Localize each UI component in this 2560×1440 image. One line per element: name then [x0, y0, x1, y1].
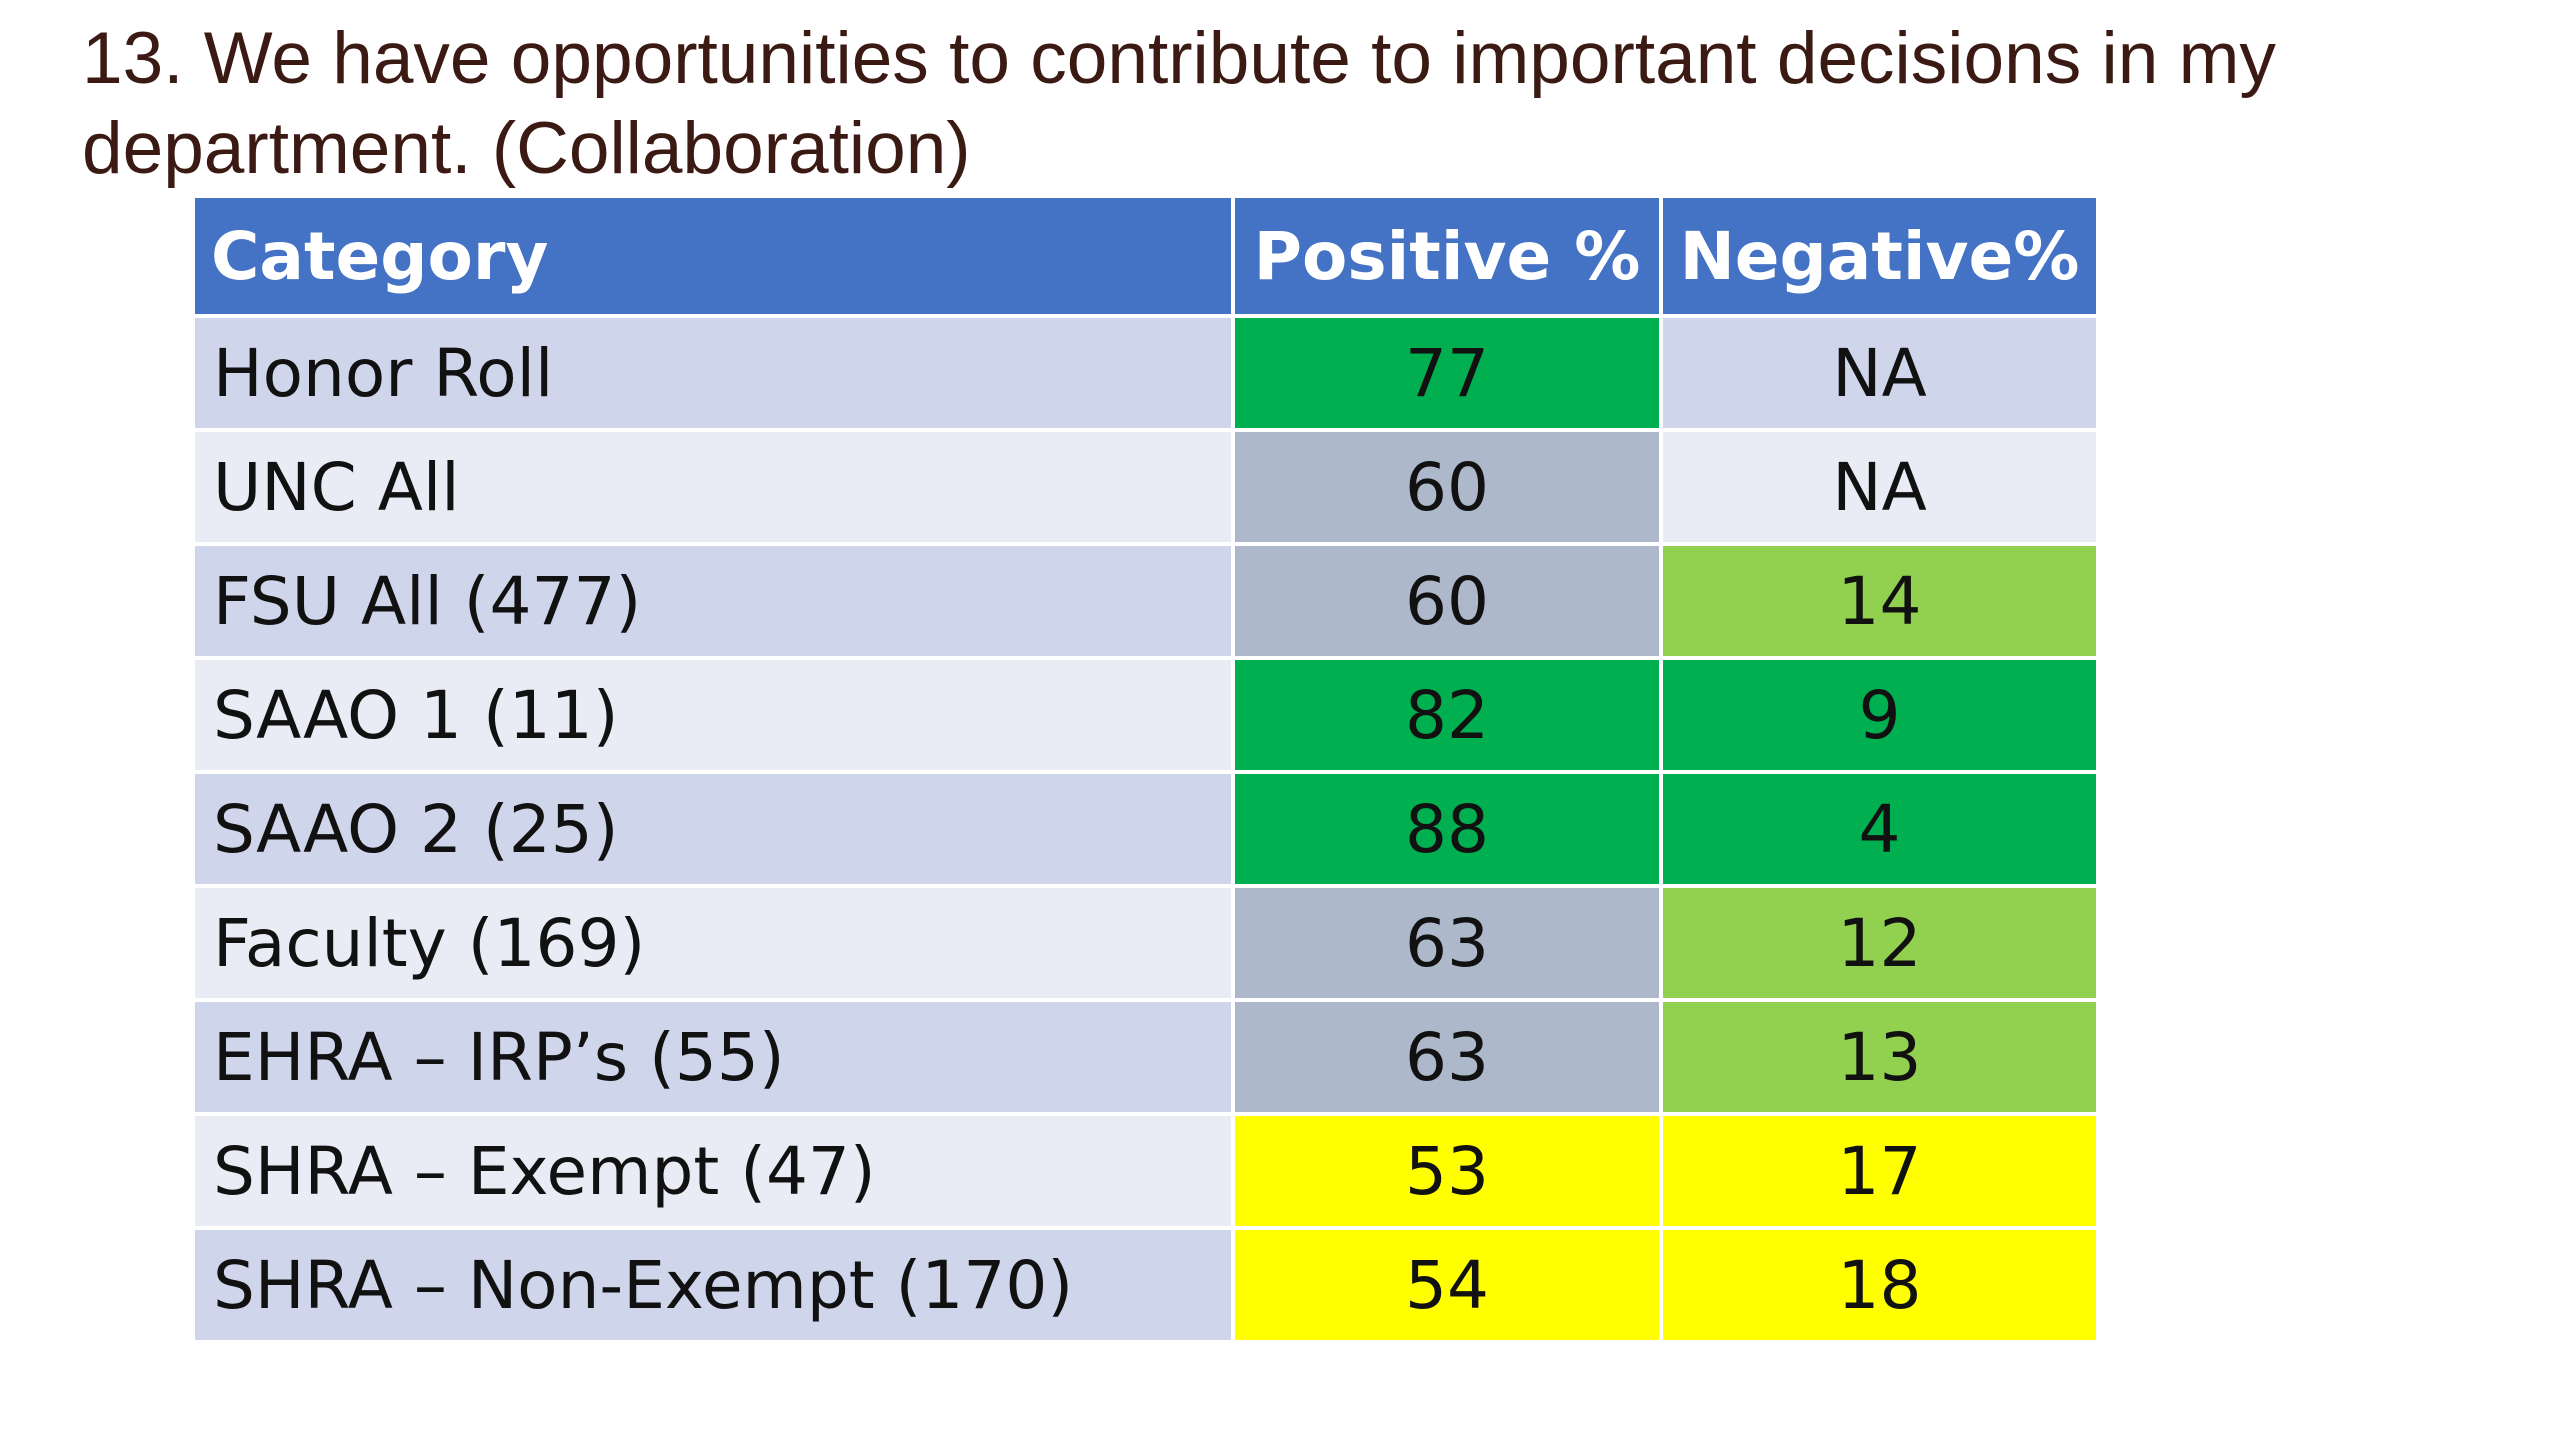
positive-cell: 54	[1231, 1226, 1663, 1344]
table-row: SAAO 1 (11) 82 9	[191, 656, 2100, 774]
negative-cell: 14	[1659, 542, 2100, 660]
category-cell: EHRA – IRP’s (55)	[191, 998, 1235, 1116]
negative-cell: 18	[1659, 1226, 2100, 1344]
negative-cell: 13	[1659, 998, 2100, 1116]
header-negative: Negative%	[1659, 194, 2100, 318]
table-row: SAAO 2 (25) 88 4	[191, 770, 2100, 888]
header-positive: Positive %	[1231, 194, 1663, 318]
negative-cell: 12	[1659, 884, 2100, 1002]
header-row: Category Positive % Negative%	[191, 194, 2100, 318]
table-row: SHRA – Non-Exempt (170) 54 18	[191, 1226, 2100, 1344]
category-cell: FSU All (477)	[191, 542, 1235, 660]
question-title: 13. We have opportunities to contribute …	[82, 18, 2276, 189]
table-row: UNC All 60 NA	[191, 428, 2100, 546]
header-category: Category	[191, 194, 1235, 318]
positive-cell: 60	[1231, 542, 1663, 660]
category-cell: SHRA – Exempt (47)	[191, 1112, 1235, 1230]
results-table: Category Positive % Negative% Honor Roll…	[191, 194, 2100, 1344]
category-cell: SAAO 2 (25)	[191, 770, 1235, 888]
category-cell: Faculty (169)	[191, 884, 1235, 1002]
category-cell: Honor Roll	[191, 314, 1235, 432]
positive-cell: 53	[1231, 1112, 1663, 1230]
positive-cell: 77	[1231, 314, 1663, 432]
positive-cell: 63	[1231, 998, 1663, 1116]
positive-cell: 88	[1231, 770, 1663, 888]
table-row: SHRA – Exempt (47) 53 17	[191, 1112, 2100, 1230]
negative-cell: NA	[1659, 428, 2100, 546]
negative-cell: 17	[1659, 1112, 2100, 1230]
category-cell: UNC All	[191, 428, 1235, 546]
table-row: Honor Roll 77 NA	[191, 314, 2100, 432]
negative-cell: 9	[1659, 656, 2100, 774]
negative-cell: NA	[1659, 314, 2100, 432]
positive-cell: 82	[1231, 656, 1663, 774]
category-cell: SHRA – Non-Exempt (170)	[191, 1226, 1235, 1344]
positive-cell: 63	[1231, 884, 1663, 1002]
positive-cell: 60	[1231, 428, 1663, 546]
table-row: Faculty (169) 63 12	[191, 884, 2100, 1002]
table-row: FSU All (477) 60 14	[191, 542, 2100, 660]
table-row: EHRA – IRP’s (55) 63 13	[191, 998, 2100, 1116]
negative-cell: 4	[1659, 770, 2100, 888]
category-cell: SAAO 1 (11)	[191, 656, 1235, 774]
